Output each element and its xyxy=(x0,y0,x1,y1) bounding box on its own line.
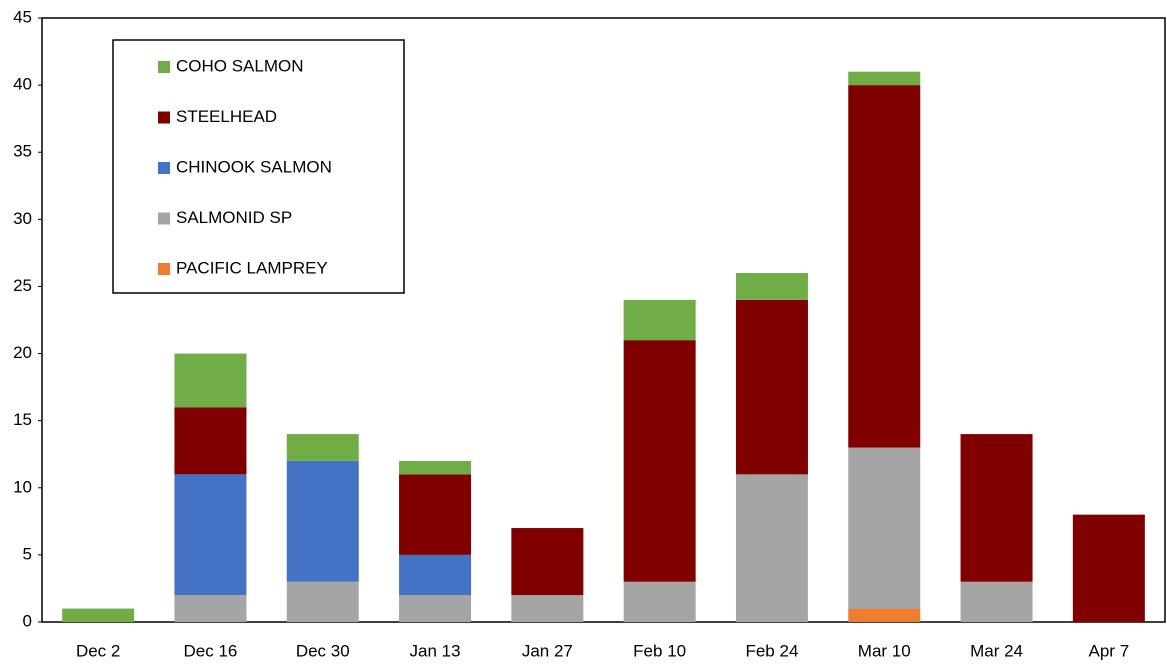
x-tick-label: Apr 7 xyxy=(1089,641,1130,660)
legend-swatch xyxy=(158,162,170,174)
x-tick-label: Jan 13 xyxy=(410,641,461,660)
bar-segment xyxy=(511,595,584,622)
bar-segment xyxy=(623,340,696,582)
x-tick-label: Mar 24 xyxy=(970,641,1023,660)
legend-swatch xyxy=(158,263,170,275)
bar-segment xyxy=(848,85,921,448)
legend-label: COHO SALMON xyxy=(176,56,304,75)
legend-label: SALMONID SP xyxy=(176,208,292,227)
y-tick-label: 30 xyxy=(13,209,32,228)
x-tick-label: Dec 2 xyxy=(76,641,120,660)
bar-segment xyxy=(286,434,359,461)
bar-segment xyxy=(960,434,1033,582)
y-tick-label: 0 xyxy=(23,611,32,630)
legend-label: STEELHEAD xyxy=(176,107,277,126)
x-tick-label: Feb 24 xyxy=(745,641,798,660)
y-tick-label: 35 xyxy=(13,142,32,161)
bar-segment xyxy=(623,299,696,341)
x-tick-label: Dec 30 xyxy=(296,641,350,660)
x-tick-label: Mar 10 xyxy=(858,641,911,660)
bar-segment xyxy=(1072,514,1145,622)
bar-segment xyxy=(174,595,247,622)
bar-segment xyxy=(848,71,921,86)
y-tick-label: 25 xyxy=(13,276,32,295)
y-tick-label: 45 xyxy=(13,7,32,26)
x-tick-label: Feb 10 xyxy=(633,641,686,660)
bar-segment xyxy=(848,447,921,609)
x-tick-label: Dec 16 xyxy=(184,641,238,660)
legend-label: PACIFIC LAMPREY xyxy=(176,258,328,277)
bar-segment xyxy=(399,554,472,596)
y-tick-label: 5 xyxy=(23,544,32,563)
bar-segment xyxy=(735,299,808,475)
bar-segment xyxy=(286,460,359,582)
y-tick-label: 40 xyxy=(13,75,32,94)
legend-swatch xyxy=(158,61,170,73)
bar-segment xyxy=(399,595,472,622)
legend-swatch xyxy=(158,111,170,124)
y-tick-label: 10 xyxy=(13,477,32,496)
bar-segment xyxy=(174,353,247,408)
y-tick-label: 15 xyxy=(13,410,32,429)
y-tick-label: 20 xyxy=(13,343,32,362)
x-tick-label: Jan 27 xyxy=(522,641,573,660)
bar-segment xyxy=(399,460,472,475)
legend-label: CHINOOK SALMON xyxy=(176,157,332,176)
bar-segment xyxy=(623,581,696,622)
bar-segment xyxy=(62,608,135,622)
plot-frame xyxy=(41,17,1166,623)
bar-segment xyxy=(399,474,472,555)
legend-swatch xyxy=(158,212,170,225)
bar-segment xyxy=(174,474,247,596)
bar-segment xyxy=(174,407,247,475)
bar-segment xyxy=(848,608,921,622)
bar-segment xyxy=(960,581,1033,622)
bar-segment xyxy=(735,474,808,622)
bar-segment xyxy=(286,581,359,622)
bar-segment xyxy=(735,273,808,300)
bar-segment xyxy=(511,528,584,596)
